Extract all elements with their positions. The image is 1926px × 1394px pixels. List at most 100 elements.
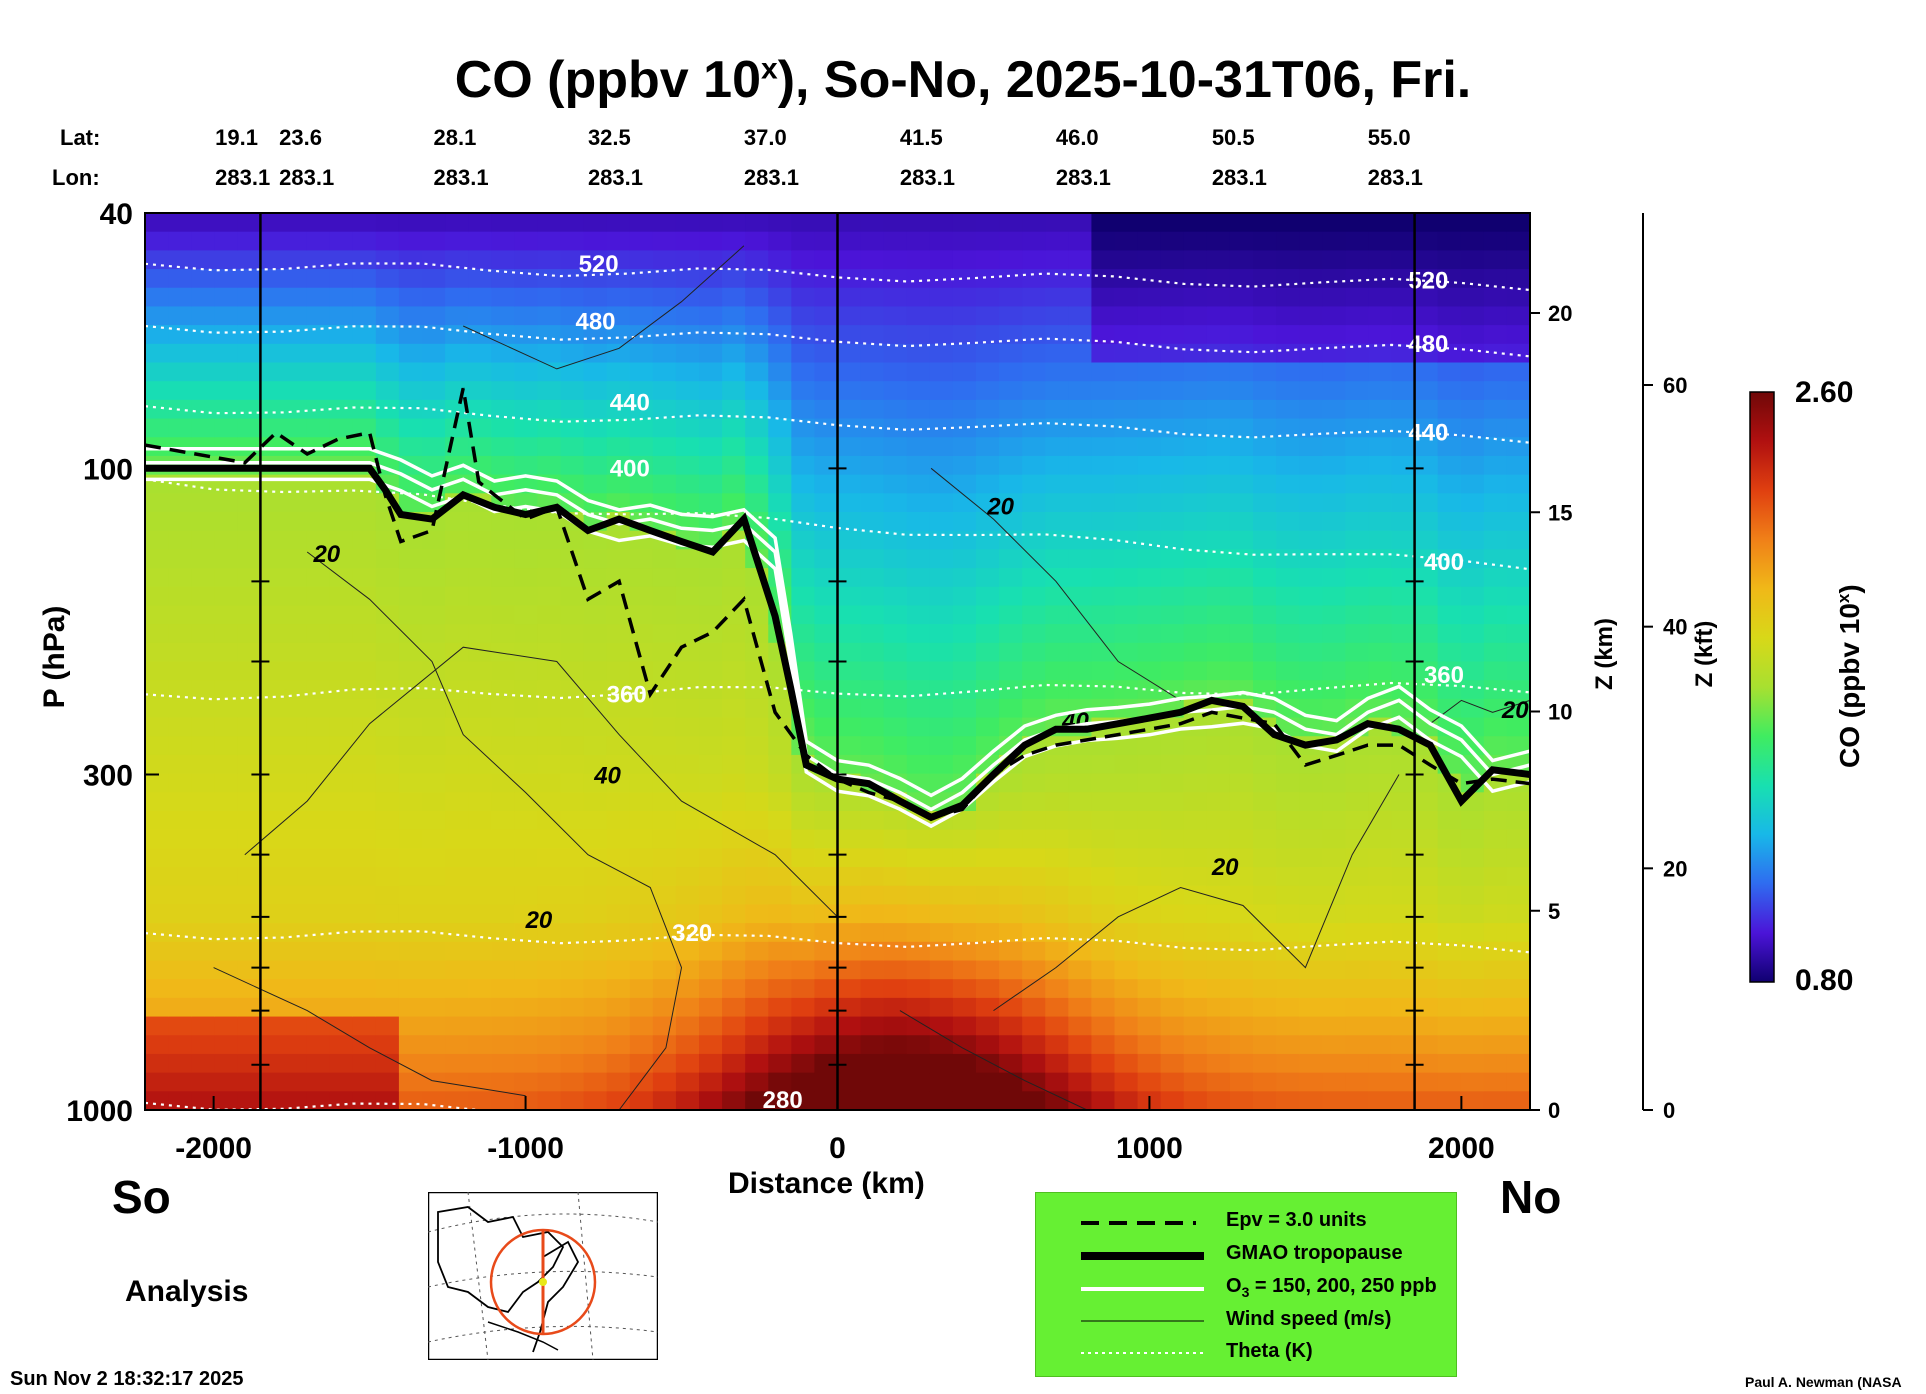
heat-cell: [652, 848, 677, 868]
heat-cell: [675, 979, 700, 999]
heat-cell: [237, 287, 262, 308]
heat-cell: [237, 736, 262, 756]
heat-cell: [906, 437, 931, 457]
heat-cell: [1345, 1072, 1370, 1092]
heat-cell: [329, 1091, 354, 1110]
heat-cell: [1183, 306, 1208, 326]
heat-cell: [1091, 941, 1116, 962]
heat-cell: [883, 1016, 908, 1036]
heat-cell: [283, 1091, 308, 1110]
heat-cell: [952, 474, 977, 494]
heat-cell: [976, 885, 1000, 906]
heat-cell: [1091, 1035, 1116, 1055]
heat-cell: [976, 979, 1000, 999]
heat-cell: [514, 1035, 539, 1055]
heat-cell: [1091, 418, 1116, 438]
heat-cell: [1022, 530, 1046, 550]
heat-cell: [1160, 624, 1185, 644]
heat-cell: [1068, 941, 1093, 962]
heat-cell: [1253, 474, 1277, 494]
heat-cell: [837, 680, 862, 700]
heat-cell: [1437, 1053, 1462, 1074]
heat-cell: [352, 269, 377, 289]
heat-cell: [352, 287, 377, 308]
heat-cell: [999, 325, 1023, 345]
heat-cell: [145, 941, 169, 962]
heat-cell: [976, 736, 1000, 756]
heat-cell: [768, 213, 792, 233]
heat-cell: [237, 343, 262, 364]
heat-cell: [791, 343, 816, 364]
heat-cell: [860, 811, 885, 831]
heat-cell: [1506, 605, 1530, 625]
heat-cell: [1206, 1053, 1231, 1074]
heat-cell: [537, 362, 562, 382]
heat-cell: [560, 642, 585, 663]
heat-cell: [1437, 1072, 1462, 1092]
heat-cell: [352, 736, 377, 756]
heat-cell: [1091, 250, 1116, 270]
heat-cell: [722, 418, 746, 438]
heat-cell: [1368, 792, 1393, 812]
heat-cell: [422, 904, 446, 924]
heat-cell: [860, 698, 885, 719]
zkft-tick-label: 60: [1663, 373, 1687, 398]
heat-cell: [491, 287, 515, 308]
heat-cell: [1322, 213, 1346, 233]
heat-cell: [352, 773, 377, 793]
heat-cell: [1506, 549, 1530, 569]
heat-cell: [1460, 418, 1485, 438]
heat-cell: [606, 624, 631, 644]
heat-cell: [814, 1072, 839, 1092]
heat-cell: [306, 343, 331, 364]
heat-cell: [1160, 941, 1185, 962]
theta-label: 400: [1424, 549, 1464, 576]
heat-cell: [1276, 418, 1300, 438]
heat-cell: [1276, 773, 1300, 793]
heat-cell: [883, 512, 908, 532]
heat-cell: [583, 642, 608, 663]
heat-cell: [837, 885, 862, 906]
heat-cell: [791, 568, 816, 588]
heat-cell: [191, 904, 215, 924]
heat-cell: [652, 474, 677, 494]
heat-cell: [606, 418, 631, 438]
heat-cell: [1022, 1035, 1046, 1055]
heat-cell: [606, 325, 631, 345]
heat-cell: [329, 792, 354, 812]
heat-cell: [1183, 829, 1208, 849]
heat-cell: [1368, 1091, 1393, 1110]
heat-cell: [699, 493, 723, 513]
heat-cell: [791, 306, 816, 326]
heat-cell: [768, 811, 792, 831]
heat-cell: [422, 941, 446, 962]
heat-cell: [1137, 642, 1162, 663]
heat-cell: [814, 792, 839, 812]
heat-cell: [1345, 605, 1370, 625]
heat-cell: [1276, 979, 1300, 999]
heat-cell: [306, 642, 331, 663]
heat-cell: [606, 1016, 631, 1036]
heat-cell: [1068, 493, 1093, 513]
heat-cell: [352, 885, 377, 906]
heat-cell: [1068, 250, 1093, 270]
heat-cell: [260, 605, 285, 625]
heat-cell: [283, 736, 308, 756]
y-tick-label: 300: [83, 759, 133, 792]
theta-label: 360: [607, 681, 647, 708]
heat-cell: [1299, 1053, 1323, 1074]
heat-cell: [560, 661, 585, 681]
heat-cell: [699, 773, 723, 793]
heat-cell: [329, 698, 354, 719]
heat-cell: [745, 754, 769, 775]
heat-cell: [445, 661, 469, 681]
heat-cell: [1160, 923, 1185, 943]
heat-cell: [168, 399, 192, 420]
heat-cell: [1506, 213, 1530, 233]
heat-cell: [537, 979, 562, 999]
heat-cell: [699, 250, 723, 270]
heat-cell: [1183, 848, 1208, 868]
heat-cell: [791, 250, 816, 270]
heat-cell: [1137, 904, 1162, 924]
heat-cell: [1137, 455, 1162, 476]
